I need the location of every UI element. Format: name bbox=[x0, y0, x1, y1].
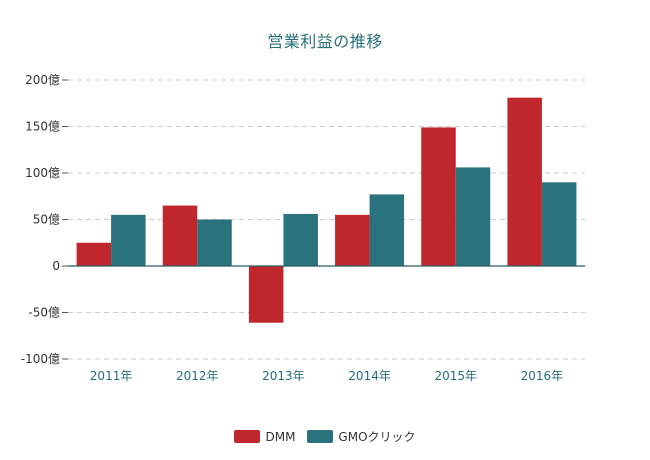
x-tick-label: 2011年 bbox=[90, 369, 133, 383]
y-tick-label: 50億 bbox=[33, 213, 60, 227]
y-tick-label: 100億 bbox=[25, 166, 60, 180]
legend-swatch-gmo-click bbox=[307, 430, 334, 443]
bar-dmm-2014年 bbox=[335, 214, 370, 266]
x-tick-label: 2014年 bbox=[348, 369, 391, 383]
bar-gmo-click-2011年 bbox=[111, 214, 146, 266]
y-tick-label: 150億 bbox=[25, 120, 60, 134]
x-tick-label: 2013年 bbox=[262, 369, 305, 383]
bar-dmm-2012年 bbox=[162, 205, 198, 266]
x-tick-label: 2015年 bbox=[434, 369, 477, 383]
y-tick-label: -50億 bbox=[28, 306, 60, 320]
x-tick-label: 2012年 bbox=[176, 369, 219, 383]
bar-gmo-click-2014年 bbox=[369, 194, 405, 266]
bar-gmo-click-2013年 bbox=[283, 213, 318, 266]
bar-dmm-2013年 bbox=[248, 266, 284, 323]
bar-gmo-click-2012年 bbox=[197, 219, 232, 266]
x-tick-label: 2016年 bbox=[521, 369, 564, 383]
legend-label-dmm: DMM bbox=[265, 429, 296, 444]
y-tick-label: 0 bbox=[52, 259, 60, 273]
bar-dmm-2011年 bbox=[76, 242, 112, 266]
legend-item-dmm[interactable]: DMM bbox=[234, 428, 295, 445]
y-tick-label: -100億 bbox=[21, 352, 60, 366]
bar-dmm-2016年 bbox=[507, 97, 542, 266]
bar-dmm-2015年 bbox=[421, 127, 456, 267]
y-tick-label: 200億 bbox=[25, 73, 60, 87]
bar-chart: 200億 150億 100億 50億 0 -50億 -100億 2011年 2012年 2013年… bbox=[21, 73, 585, 383]
legend: DMM GMOクリック bbox=[0, 428, 650, 445]
bar-gmo-click-2016年 bbox=[541, 182, 577, 266]
legend-label-gmo-click: GMOクリック bbox=[338, 430, 416, 444]
bar-gmo-click-2015年 bbox=[455, 167, 491, 266]
legend-item-gmo-click[interactable]: GMOクリック bbox=[307, 428, 416, 445]
chart-title: 営業利益の推移 bbox=[267, 32, 383, 51]
legend-swatch-dmm bbox=[234, 430, 261, 443]
